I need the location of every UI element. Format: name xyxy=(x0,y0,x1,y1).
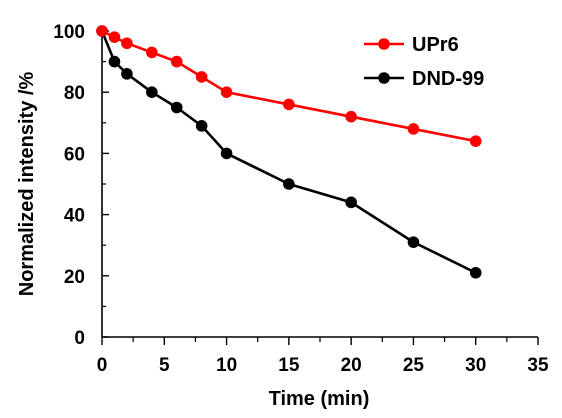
data-point xyxy=(469,266,482,279)
series-upr6 xyxy=(96,25,482,147)
y-axis-title: Normalized intensity /% xyxy=(16,72,38,297)
y-tick-label: 0 xyxy=(74,328,85,349)
data-point xyxy=(407,123,420,135)
legend-marker xyxy=(378,72,390,84)
legend-label: DND-99 xyxy=(412,68,484,90)
data-point xyxy=(108,55,121,68)
data-point xyxy=(283,178,295,190)
y-tick-label: 40 xyxy=(64,206,85,227)
legend-label: UPr6 xyxy=(412,34,459,56)
legend-item: DND-99 xyxy=(364,68,484,90)
x-tick-label: 25 xyxy=(403,355,425,376)
series-dnd-99 xyxy=(96,25,482,279)
data-point xyxy=(121,68,133,80)
data-point xyxy=(146,46,158,59)
x-tick-label: 20 xyxy=(341,355,362,376)
data-point xyxy=(469,135,482,147)
data-point xyxy=(195,120,208,132)
data-point xyxy=(170,101,183,114)
data-point xyxy=(345,196,357,209)
x-axis-title: Time (min) xyxy=(269,388,370,410)
series-layer xyxy=(96,25,482,279)
data-point xyxy=(220,147,233,160)
data-point xyxy=(283,98,295,111)
data-point xyxy=(146,86,158,98)
x-tick-label: 15 xyxy=(278,355,300,376)
data-point xyxy=(108,31,121,43)
data-point xyxy=(121,37,133,50)
axes: 0 20 40 60 80 100 0 5 10 15 20 25 30 35 xyxy=(53,22,549,376)
y-tick-label: 100 xyxy=(53,22,85,43)
data-point xyxy=(96,25,108,37)
legend: UPr6 DND-99 xyxy=(364,34,484,90)
x-tick-label: 10 xyxy=(216,355,237,376)
legend-item: UPr6 xyxy=(364,34,459,56)
y-tick-label: 20 xyxy=(64,267,85,288)
legend-marker xyxy=(378,38,390,50)
x-tick-label: 30 xyxy=(465,355,486,376)
y-tick-label: 60 xyxy=(64,144,85,165)
y-tick-label: 80 xyxy=(64,83,85,104)
data-point xyxy=(407,236,420,248)
x-tick-label: 35 xyxy=(527,355,549,376)
data-point xyxy=(220,86,233,98)
data-point xyxy=(195,71,208,83)
data-point xyxy=(170,55,183,68)
x-tick-label: 0 xyxy=(97,355,108,376)
x-tick-label: 5 xyxy=(159,355,170,376)
data-point xyxy=(345,110,357,123)
